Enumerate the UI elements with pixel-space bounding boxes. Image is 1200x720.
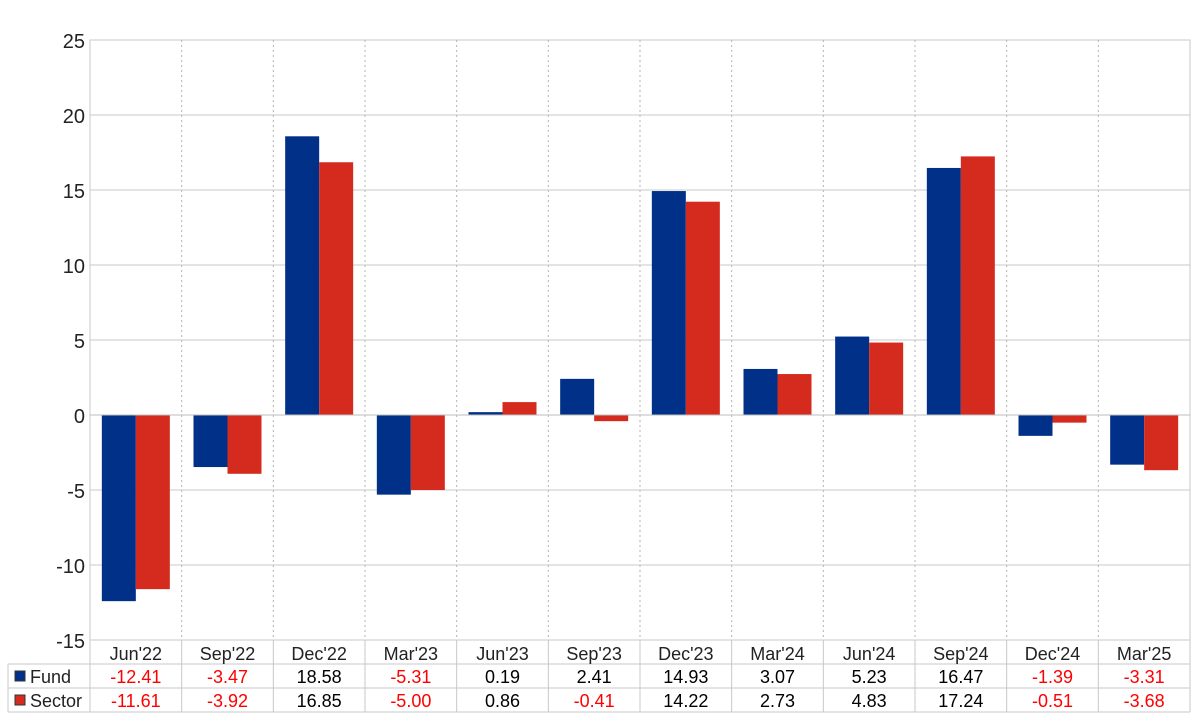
- bar-sector: [869, 342, 904, 415]
- axes: 25 20 15 10 5 0 -5 -10 -15: [56, 31, 1190, 653]
- data-label-fund: 5.23: [852, 667, 887, 687]
- data-label-sector: -3.92: [207, 691, 248, 711]
- data-label-fund: -3.47: [207, 667, 248, 687]
- bar-sector: [319, 162, 354, 415]
- data-label-fund: 14.93: [663, 667, 708, 687]
- data-label-fund: 2.41: [577, 667, 612, 687]
- bar-sector: [502, 402, 537, 415]
- data-label-fund: 0.19: [485, 667, 520, 687]
- bar-sector: [777, 374, 812, 415]
- data-label-sector: 4.83: [852, 691, 887, 711]
- data-label-fund: 16.47: [938, 667, 983, 687]
- bars: [101, 136, 1179, 602]
- y-tick-label: -5: [67, 481, 85, 503]
- x-tick-label: Jun'22: [110, 644, 162, 664]
- grid-lines: [89, 39, 1191, 641]
- data-label-sector: 16.85: [297, 691, 342, 711]
- data-label-sector: 14.22: [663, 691, 708, 711]
- bar-fund: [926, 167, 961, 415]
- bar-fund: [560, 378, 595, 415]
- data-label-sector: 17.24: [938, 691, 983, 711]
- x-tick-label: Sep'22: [200, 644, 256, 664]
- data-label-sector: -0.51: [1032, 691, 1073, 711]
- x-tick-label: Jun'23: [476, 644, 528, 664]
- data-label-fund: -1.39: [1032, 667, 1073, 687]
- data-label-fund: -12.41: [110, 667, 161, 687]
- x-tick-label: Dec'24: [1025, 644, 1080, 664]
- bar-fund: [285, 136, 320, 416]
- y-tick-label: -15: [56, 631, 85, 653]
- data-label-sector: -11.61: [111, 691, 161, 711]
- bar-fund: [651, 191, 686, 415]
- bar-fund: [743, 368, 778, 415]
- data-label-sector: 0.86: [485, 691, 520, 711]
- data-label-fund: 18.58: [297, 667, 342, 687]
- legend-label-fund: Fund: [30, 667, 71, 687]
- x-tick-label: Mar'23: [384, 644, 438, 664]
- data-label-sector: -5.00: [390, 691, 431, 711]
- x-tick-label: Dec'22: [291, 644, 346, 664]
- y-tick-label: -10: [56, 556, 85, 578]
- data-label-sector: -3.68: [1124, 691, 1165, 711]
- bar-fund: [468, 412, 503, 415]
- y-tick-label: 10: [63, 256, 85, 278]
- y-tick-label: 5: [74, 331, 85, 353]
- x-tick-label: Sep'23: [566, 644, 622, 664]
- data-label-fund: -3.31: [1124, 667, 1165, 687]
- legend-swatch-sector: [14, 694, 26, 706]
- bar-sector: [1052, 415, 1087, 423]
- bar-fund: [835, 336, 870, 415]
- bar-fund: [1018, 415, 1053, 436]
- bar-sector: [135, 415, 170, 590]
- bar-sector: [227, 415, 262, 474]
- data-table: Jun'22 Sep'22 Dec'22 Mar'23 Jun'23 Sep'23 Dec'…: [7, 640, 1191, 713]
- x-tick-label: Sep'24: [933, 644, 989, 664]
- bar-fund: [1110, 415, 1145, 465]
- bar-sector: [685, 201, 720, 415]
- x-tick-label: Jun'24: [843, 644, 895, 664]
- y-tick-label: 15: [63, 181, 85, 203]
- legend-swatch-fund: [14, 670, 26, 682]
- data-label-sector: -0.41: [574, 691, 615, 711]
- data-label-sector: 2.73: [760, 691, 795, 711]
- y-tick-label: 0: [74, 406, 85, 428]
- bar-fund: [193, 415, 228, 468]
- y-tick-label: 20: [63, 106, 85, 128]
- legend-label-sector: Sector: [30, 691, 82, 711]
- bar-sector: [410, 415, 445, 490]
- data-label-fund: 3.07: [760, 667, 795, 687]
- x-tick-label: Dec'23: [658, 644, 713, 664]
- bar-sector: [1144, 415, 1179, 471]
- bar-sector: [960, 156, 995, 415]
- bar-fund: [101, 415, 136, 602]
- y-tick-label: 25: [63, 31, 85, 53]
- bar-fund: [376, 415, 411, 495]
- data-label-fund: -5.31: [390, 667, 431, 687]
- x-tick-label: Mar'25: [1117, 644, 1171, 664]
- x-tick-label: Mar'24: [750, 644, 804, 664]
- bar-sector: [594, 415, 629, 422]
